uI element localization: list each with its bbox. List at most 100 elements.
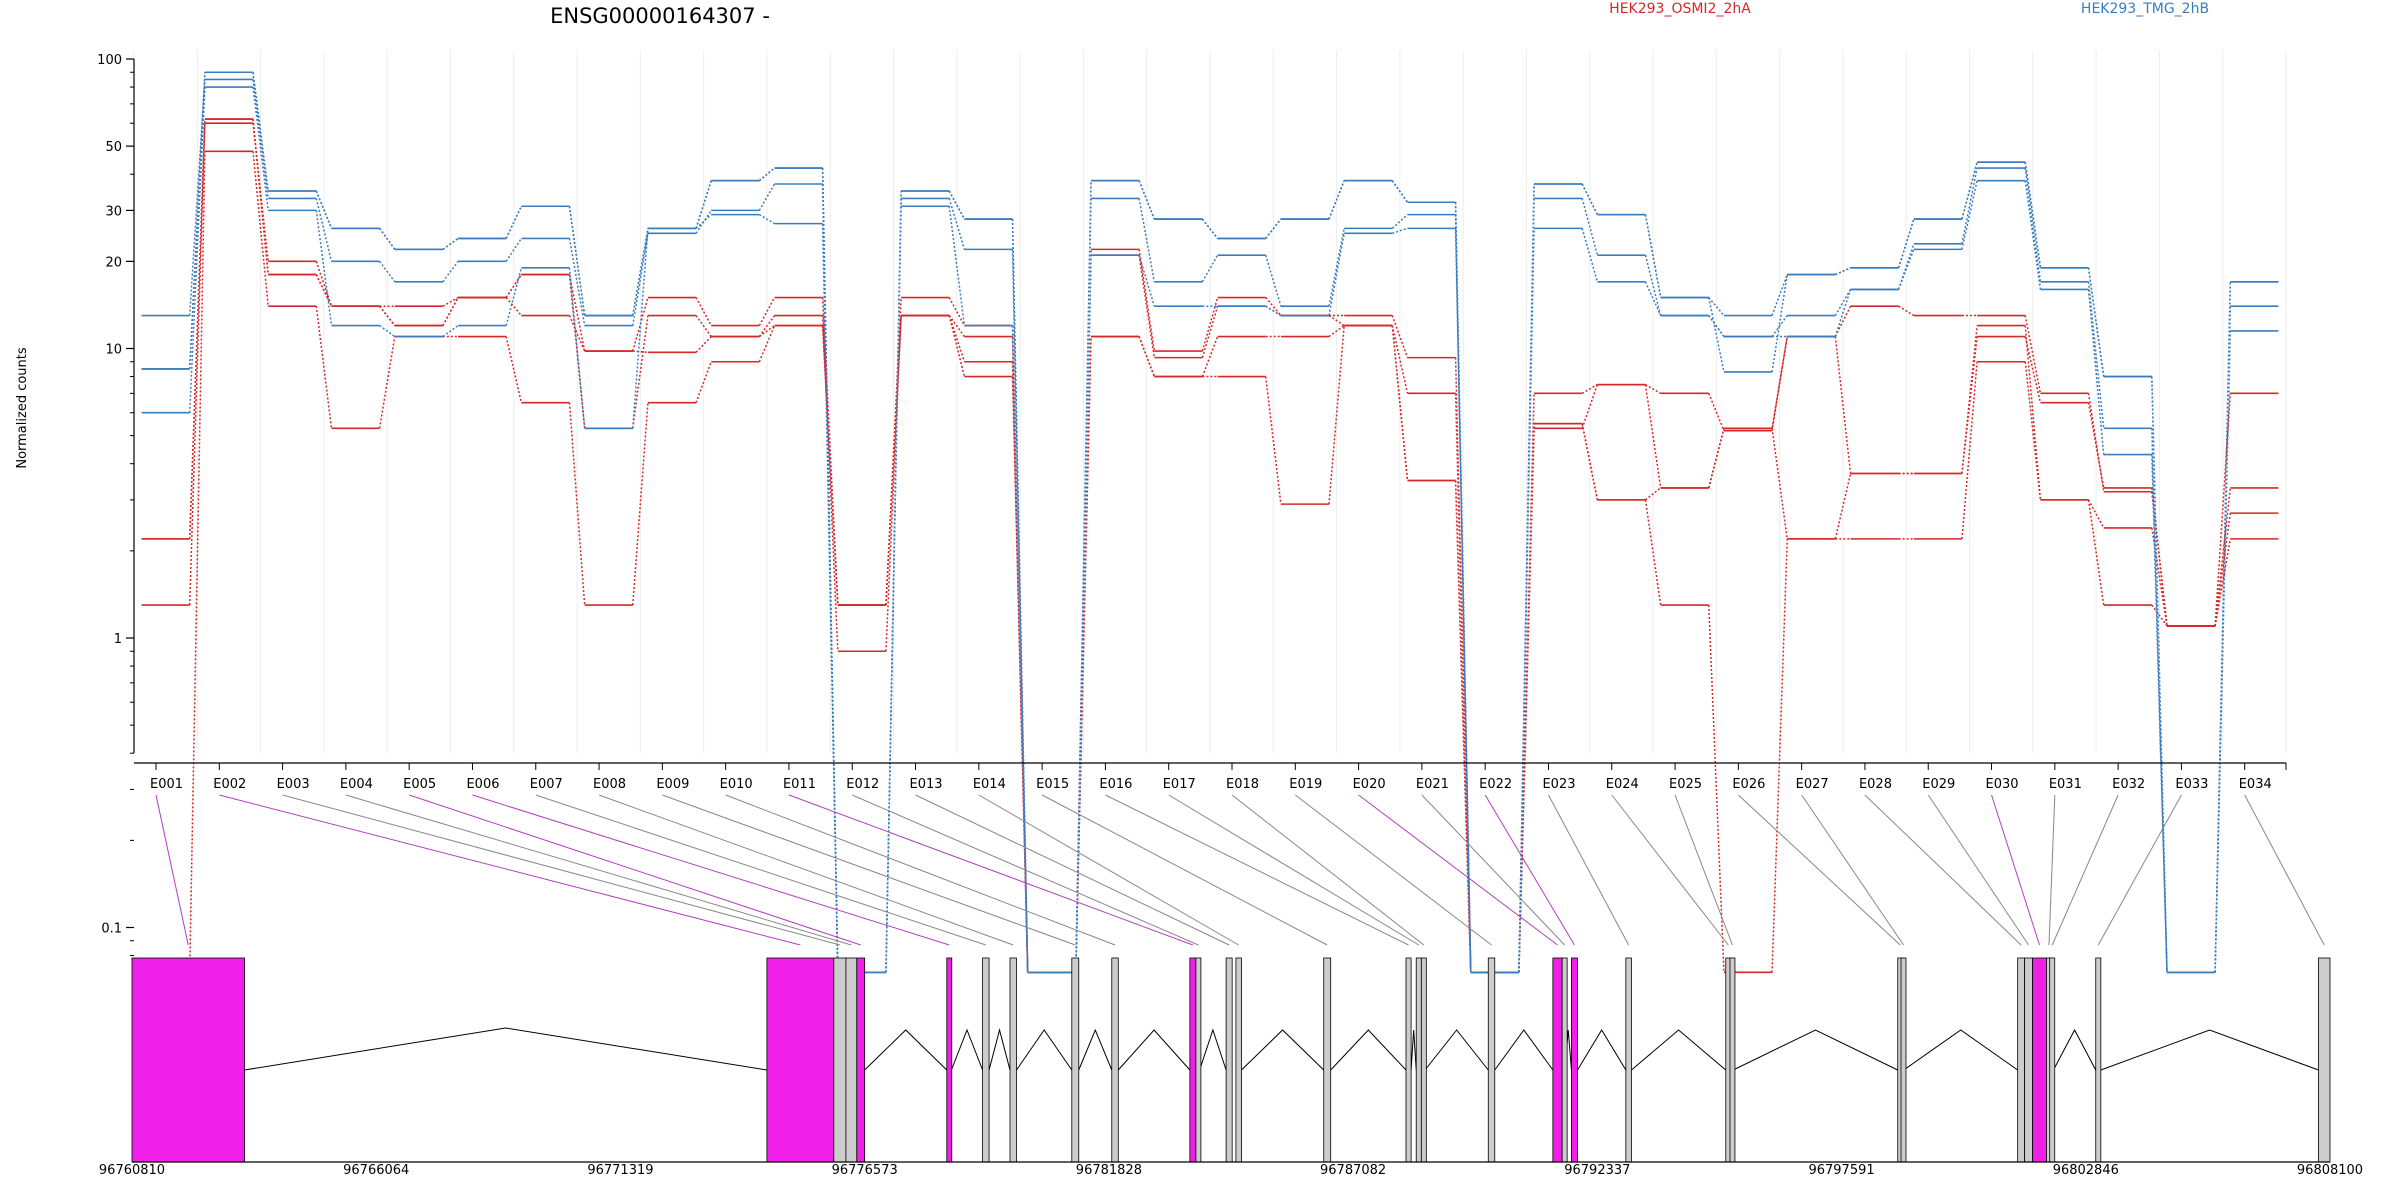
exon-connector (1674, 794, 1733, 946)
coordinate-label: 96808100 (2297, 1163, 2363, 1178)
series-connector (695, 315, 712, 337)
intron-line (1241, 1029, 1325, 1071)
series-connector (758, 315, 776, 337)
series-connector (378, 227, 396, 250)
series-connector (1644, 499, 1662, 606)
series-connector (315, 190, 333, 229)
intron-line (1117, 1029, 1191, 1071)
intron-line (1410, 1029, 1417, 1071)
exon-connector (1548, 794, 1630, 946)
exon-box-E012 (1195, 957, 1202, 1163)
series-connector (1897, 218, 1915, 269)
exon-box-E013 (1225, 957, 1233, 1163)
intron-line (1577, 1029, 1627, 1071)
series-connector (378, 260, 396, 283)
series-connector (1201, 336, 1219, 377)
series-connector (1201, 297, 1219, 352)
series-connector (632, 350, 649, 354)
x-tick-label: E024 (1606, 777, 1639, 792)
series-connector (315, 210, 333, 326)
series-connector (2024, 167, 2042, 282)
intron-line (244, 1027, 767, 1071)
exon-connector (2051, 794, 2119, 946)
y-tick-label: 100 (97, 53, 122, 68)
exon-box-E034 (2317, 957, 2331, 1163)
exon-connector (1231, 794, 1425, 946)
exon-box-E009 (1071, 957, 1080, 1163)
x-tick-label: E007 (530, 777, 563, 792)
series-connector (948, 315, 966, 337)
series-connector (632, 315, 649, 429)
exon-connector (788, 794, 1194, 946)
exon-connector (598, 794, 1014, 946)
series-connector (505, 238, 522, 262)
series-connector (1645, 384, 1662, 394)
series-connector (1328, 180, 1345, 220)
x-tick-label: E005 (403, 777, 436, 792)
series-connector (1961, 361, 1978, 539)
series-connector (1391, 325, 1409, 394)
series-connector (1265, 218, 1282, 239)
exon-connector (2097, 794, 2182, 946)
intron-line (1199, 1028, 1227, 1071)
series-connector (1835, 267, 1851, 276)
exon-box-E007 (982, 957, 990, 1163)
series-connector (695, 209, 712, 234)
intron-line (2053, 1028, 2097, 1071)
exon-box-E028 (2017, 957, 2026, 1163)
series-connector (379, 324, 396, 338)
exon-connector (1991, 794, 2040, 946)
intron-line (1078, 1028, 1113, 1071)
series-connector (2214, 513, 2232, 627)
series-connector (758, 213, 775, 225)
series-connector (1897, 249, 1915, 290)
exon-box-E029 (2024, 957, 2033, 1163)
intron-line (2100, 1029, 2319, 1071)
series-connector (1708, 297, 1725, 373)
series-connector (442, 297, 459, 326)
intron-line (864, 1029, 948, 1071)
x-tick-label: E015 (1036, 777, 1069, 792)
series-connector (1518, 423, 1535, 973)
exon-box-E027 (1900, 957, 1907, 1163)
series-connector (1961, 162, 1978, 220)
exon-box-E019 (1487, 957, 1496, 1163)
series-connector (1011, 219, 1029, 973)
x-tick-label: E019 (1289, 777, 1322, 792)
coordinate-label: 96802846 (2053, 1163, 2119, 1178)
x-tick-label: E006 (466, 777, 499, 792)
series-connector (1138, 180, 1155, 220)
exon-box-E005 (856, 957, 866, 1163)
series-connector (1328, 228, 1345, 307)
series-connector (1201, 254, 1219, 283)
y-tick-label: 10 (105, 343, 122, 358)
y-tick-label: 0.1 (101, 922, 122, 937)
x-tick-label: E022 (1479, 777, 1512, 792)
series-connector (1454, 228, 1472, 973)
y-axis-label: Normalized counts (15, 347, 30, 469)
series-connector (442, 296, 459, 307)
series-connector (1834, 289, 1852, 316)
coordinate-label: 96776573 (832, 1163, 898, 1178)
series-connector (1834, 336, 1852, 474)
series-connector (1265, 305, 1282, 317)
series-connector (2024, 325, 2042, 500)
series-connector (1391, 315, 1409, 358)
x-tick-label: E027 (1796, 777, 1829, 792)
series-connector (505, 267, 523, 326)
series-connector (2024, 361, 2042, 500)
series-connector (1898, 305, 1915, 317)
series-connector (1138, 336, 1156, 377)
series-connector (1201, 305, 1219, 358)
exon-box-E008 (1009, 957, 1017, 1163)
series-connector (1328, 324, 1345, 338)
exon-connector (2244, 794, 2325, 946)
series-connector (568, 315, 586, 352)
series-connector (948, 206, 966, 326)
series-connector (1771, 538, 1788, 973)
x-tick-label: E012 (846, 777, 879, 792)
series-connector (2214, 393, 2232, 627)
x-tick-label: E031 (2049, 777, 2082, 792)
series-connector (1644, 384, 1662, 488)
series-connector (695, 361, 712, 403)
